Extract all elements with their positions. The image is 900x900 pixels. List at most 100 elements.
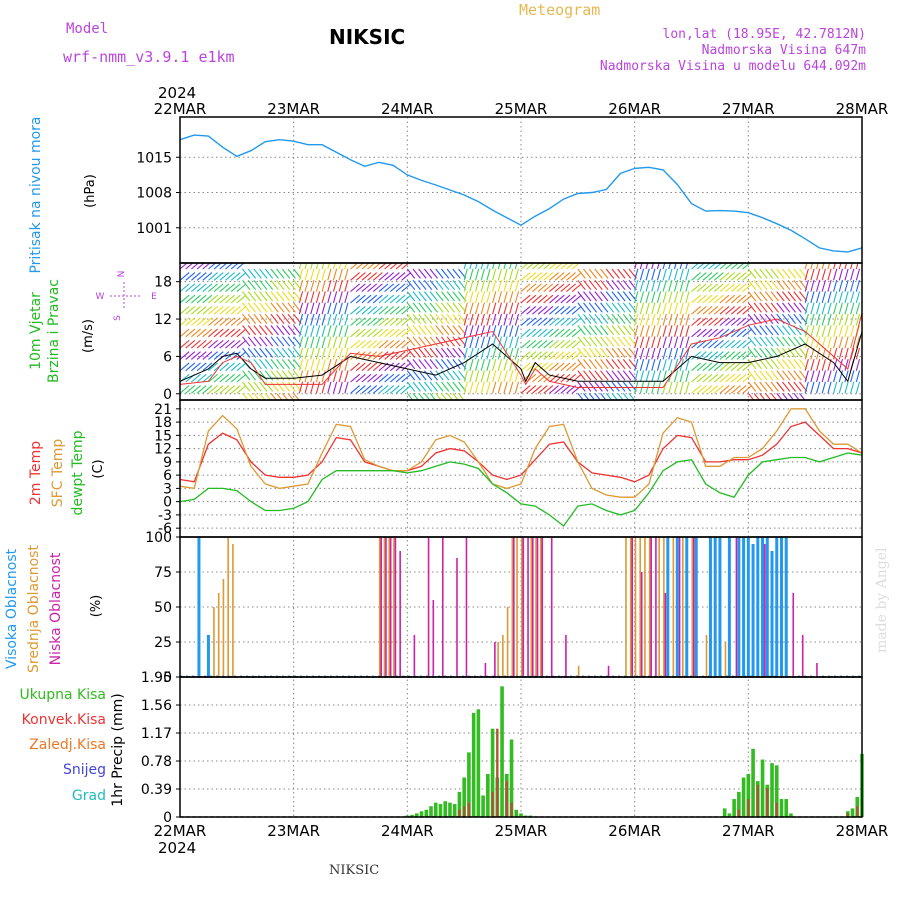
wind-barb [691,385,702,394]
wind-barb [549,283,559,293]
date-label-top: 28MAR [836,100,889,118]
cloud-bar [640,572,643,677]
wind-barb [452,325,461,336]
wind-barb [838,347,844,360]
wind-barb [259,291,268,302]
wind-barb [554,362,565,372]
y-tick-label: -6 [158,521,172,537]
cloud-bar [536,537,539,677]
wind-barb [509,336,514,349]
wind-barb [514,336,520,349]
wind-barb [378,294,389,304]
wind-barb [855,279,861,292]
wind-barb [583,279,592,291]
wind-barb [219,373,230,383]
wind-barb [844,313,849,326]
wind-barb [423,279,433,291]
wind-barb [713,294,724,304]
wind-barb [497,358,503,371]
precip-legend-item: Konvek.Kisa [22,712,106,728]
wind-barb [446,313,456,324]
wind-barb [497,279,503,292]
wind-barb [514,370,520,383]
wind-barb [270,291,279,302]
wind-barb [696,328,707,338]
wind-barb [429,302,438,313]
wind-barb [463,313,468,326]
cloud-bar [737,537,741,677]
wind-barb [622,325,632,336]
wind-barb [276,313,285,324]
cloud-label-high: Visoka Oblacnost [4,548,20,669]
cloud-bar [607,665,610,677]
wind-barb [509,291,514,304]
wind-barb [315,291,321,304]
wind-barb [571,362,582,372]
y-tick-label: 50 [154,600,172,616]
wind-barb [532,263,541,270]
wind-barb [730,373,741,383]
wind-barb [708,351,719,360]
wind-barb [804,370,809,383]
wind-barb [639,358,645,371]
wind-barb [281,268,291,279]
wind-barb [668,325,673,337]
wind-barb [537,306,548,315]
wind-barb [668,336,673,349]
wind-barb [691,306,702,315]
cloud-bar [441,537,444,677]
date-label-bottom: 25MAR [495,822,548,840]
wind-barb [622,291,632,302]
wind-barb [725,339,736,349]
wind-barb [180,328,190,338]
wind-barb [435,268,444,279]
wind-barb [571,283,582,293]
wind-barb [691,339,702,349]
wind-barb [452,302,461,313]
wind-barb [389,306,400,315]
wind-barb [497,268,503,281]
wind-barb [673,291,679,304]
compass-north: N [117,271,127,278]
wind-barb [645,347,650,360]
wind-barb [264,392,272,400]
wind-barb [395,339,406,349]
wind-barb [185,306,196,315]
wind-barb [259,279,268,291]
wind-barb [736,272,747,281]
wind-barb [304,325,309,337]
wind-barb [725,272,736,281]
wind-barb [532,373,542,383]
wind-barb [600,291,609,302]
wind-barb [281,359,291,370]
wind-barb [810,291,815,304]
wind-barb [543,351,554,360]
wind-barb [514,325,520,337]
wind-barb [730,339,741,349]
cloud-bar [539,537,542,677]
watermark: made by Angel [874,547,890,653]
wind-barb [321,358,326,371]
wind-barb [247,325,257,336]
wind-barb [622,302,632,313]
wind-barb [549,317,559,326]
date-label-top: 24MAR [381,100,434,118]
cloud-bar [413,635,416,677]
wind-barb [281,302,291,313]
wind-barb [679,347,684,360]
wind-barb [384,263,393,270]
wind-barb [543,306,554,315]
wind-barb [651,358,656,371]
wind-barb [429,325,438,336]
wind-barb [736,294,747,304]
y-tick-label: 75 [154,565,172,581]
wind-barb [639,268,645,281]
wind-barb [395,272,406,281]
wind-barb [264,291,274,302]
wind-barb [838,336,844,349]
wind-barb [560,351,571,360]
wind-barb [605,291,615,302]
wind-barb [180,351,190,360]
wind-barb [622,279,632,291]
wind-barb [361,317,372,326]
